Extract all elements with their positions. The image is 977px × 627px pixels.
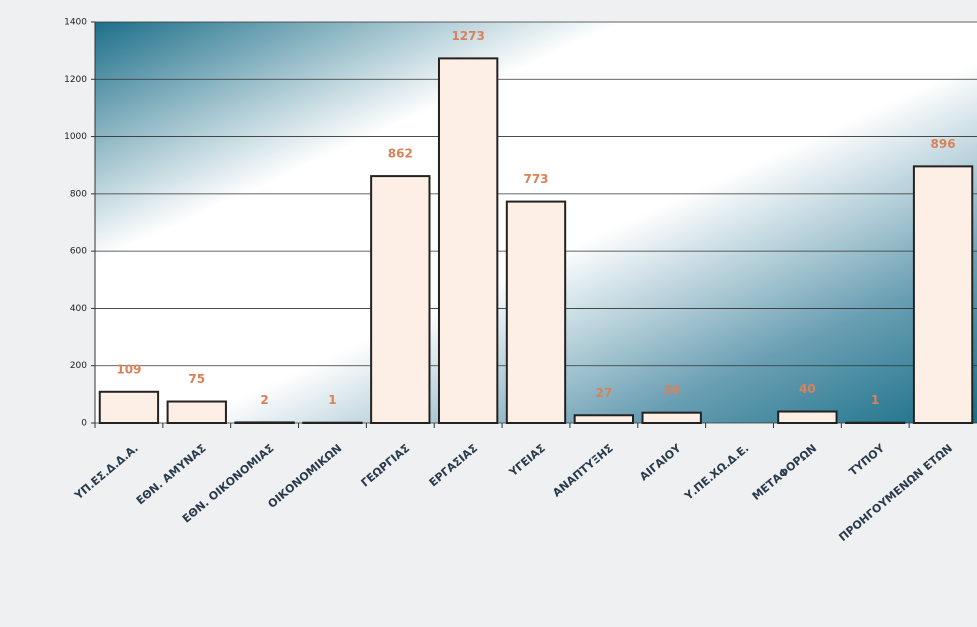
y-tick-label: 800 bbox=[70, 189, 87, 199]
x-tick-label: ΥΠ.ΕΣ.Δ.Δ.Α. bbox=[71, 442, 140, 503]
x-tick-label: ΤΥΠΟΥ bbox=[847, 441, 888, 479]
x-tick-label: ΜΕΤΑΦΟΡΩΝ bbox=[750, 442, 819, 503]
bar bbox=[166, 400, 227, 424]
y-tick-label: 1000 bbox=[64, 132, 87, 142]
bar bbox=[98, 390, 160, 425]
y-tick-label: 600 bbox=[70, 247, 87, 257]
bar bbox=[777, 410, 838, 424]
y-tick-label: 200 bbox=[70, 361, 87, 371]
y-tick-label: 1200 bbox=[64, 75, 87, 85]
value-label: 109 bbox=[116, 362, 141, 376]
x-tick-label: ΕΡΓΑΣΙΑΣ bbox=[427, 442, 480, 490]
y-tick-label: 1400 bbox=[64, 18, 87, 28]
bar bbox=[573, 414, 635, 424]
value-label: 1 bbox=[871, 393, 879, 407]
value-label: 27 bbox=[595, 386, 612, 400]
bar bbox=[912, 165, 974, 425]
x-tick-label: ΥΓΕΙΑΣ bbox=[506, 442, 548, 480]
x-tick-label: ΕΘΝ. ΑΜΥΝΑΣ bbox=[134, 442, 209, 508]
value-label: 75 bbox=[188, 372, 205, 386]
bar bbox=[505, 200, 567, 424]
x-tick-label: ΠΡΟΗΓΟΥΜΕΝΩΝ ΕΤΩΝ bbox=[836, 442, 954, 544]
x-tick-label: ΟΙΚΟΝΟΜΙΚΩΝ bbox=[265, 442, 344, 511]
value-label: 773 bbox=[523, 172, 548, 186]
x-tick-label: Υ.ΠΕ.ΧΩ.Δ.Ε. bbox=[681, 442, 751, 504]
x-tick-label: ΑΝΑΠΤΥΞΗΣ bbox=[550, 442, 615, 500]
x-tick-label: ΓΕΩΡΓΙΑΣ bbox=[359, 442, 413, 490]
bar bbox=[641, 411, 702, 424]
y-tick-label: 400 bbox=[70, 304, 87, 314]
value-label: 2 bbox=[260, 393, 268, 407]
x-tick-label: ΑΙΓΑΙΟΥ bbox=[637, 441, 684, 483]
value-label: 862 bbox=[388, 147, 413, 161]
bar bbox=[437, 57, 499, 424]
bar bbox=[370, 175, 431, 424]
value-label: 36 bbox=[663, 383, 680, 397]
bar bbox=[234, 421, 295, 425]
value-label: 40 bbox=[799, 382, 816, 396]
value-label: 1273 bbox=[451, 29, 484, 43]
value-label: 896 bbox=[931, 137, 956, 151]
y-tick-label: 0 bbox=[81, 419, 87, 429]
value-label: 1 bbox=[328, 393, 336, 407]
